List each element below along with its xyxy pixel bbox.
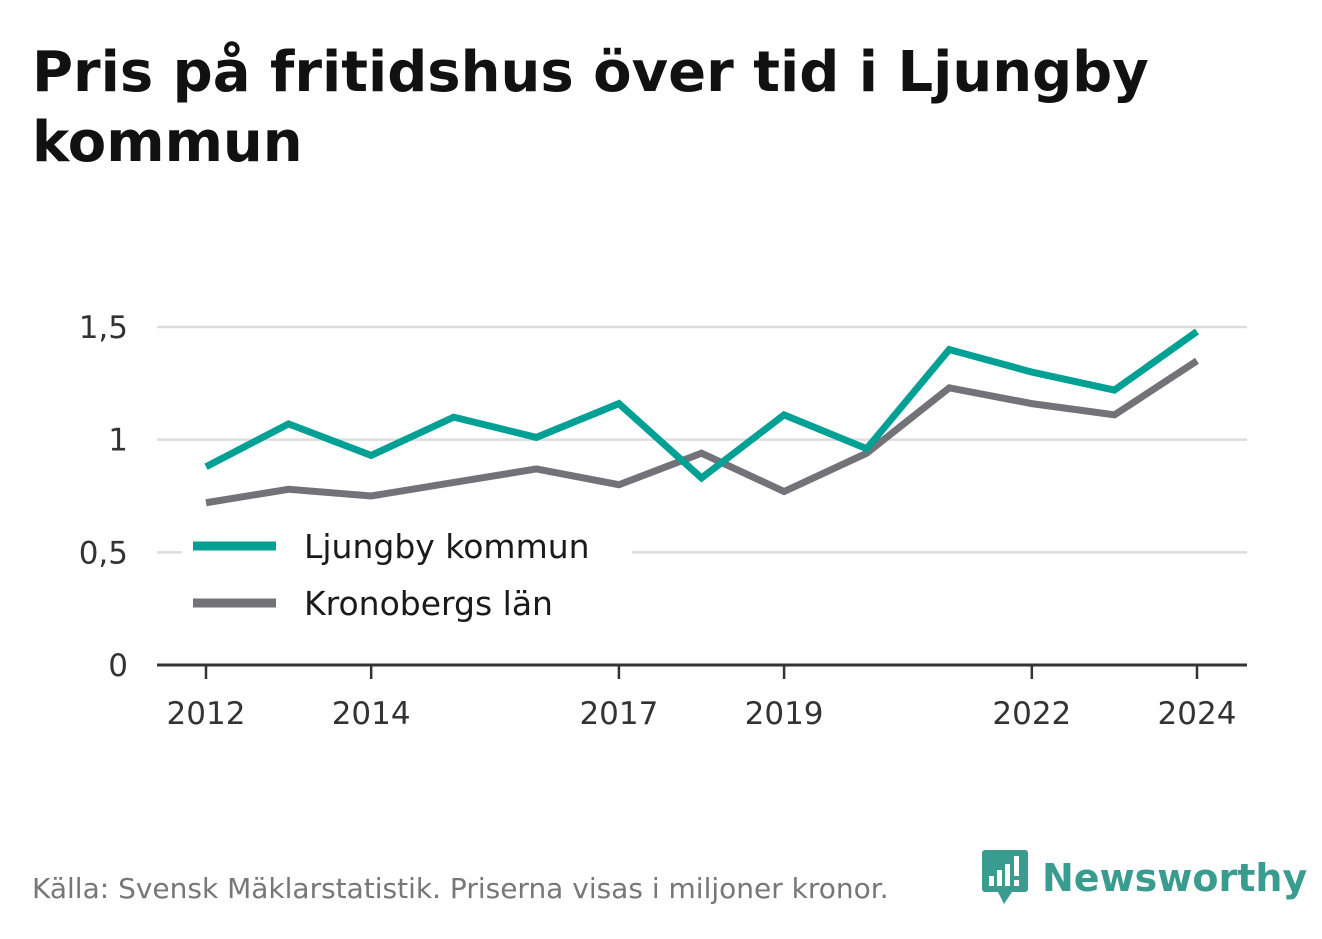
y-tick-label: 1,5 [79, 310, 128, 346]
y-tick-label: 1 [108, 423, 128, 459]
x-tick-label: 2017 [579, 696, 658, 732]
y-axis-ticks: 0 0,5 1 1,5 [79, 310, 128, 684]
series-lines [204, 328, 1200, 507]
x-tick-label: 2024 [1158, 696, 1237, 732]
x-tick-label: 2022 [992, 696, 1071, 732]
chart-title: Pris på fritidshus över tid i Ljungby ko… [32, 40, 1149, 175]
legend-label: Ljungby kommun [304, 527, 590, 566]
y-tick-label: 0,5 [79, 535, 128, 571]
x-axis: 2012 2014 2017 2019 2022 2024 [157, 663, 1247, 732]
newsworthy-logo-icon [982, 850, 1028, 904]
x-tick-label: 2014 [332, 696, 411, 732]
y-tick-label: 0 [108, 648, 128, 684]
legend: Ljungby kommun Kronobergs län [182, 515, 632, 637]
legend-label: Kronobergs län [304, 584, 553, 623]
x-tick-label: 2019 [745, 696, 824, 732]
newsworthy-logo: Newsworthy [980, 848, 1307, 908]
series-line-kronoberg [205, 357, 1199, 507]
x-tick-label: 2012 [167, 696, 246, 732]
legend-background [182, 515, 632, 637]
brand-name: Newsworthy [1042, 856, 1308, 900]
series-line-ljungby [204, 328, 1200, 483]
source-note: Källa: Svensk Mäklarstatistik. Priserna … [32, 872, 889, 905]
